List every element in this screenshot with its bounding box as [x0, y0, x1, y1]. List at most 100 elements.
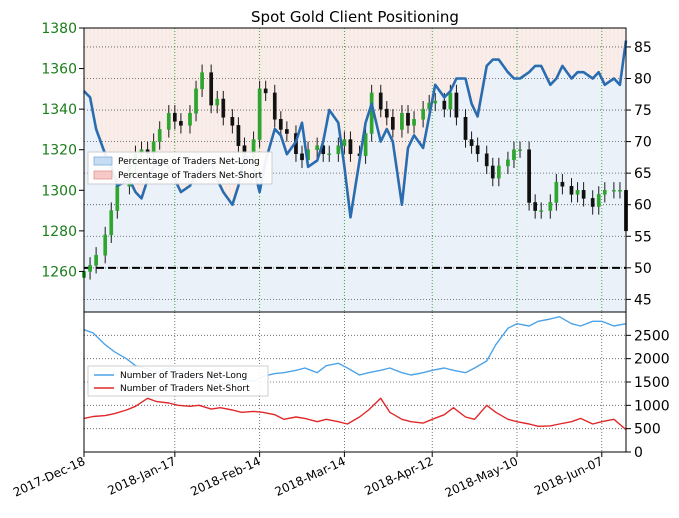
candle-body	[590, 198, 595, 207]
x-tick-label: 2018-Jan-17	[105, 454, 178, 498]
candle-body	[421, 108, 425, 120]
right-tick-label: 60	[634, 198, 652, 214]
x-tick-label: 2018-Apr-12	[362, 454, 435, 498]
candle-body	[512, 149, 516, 161]
x-tick-label: 2018-Jun-07	[532, 454, 605, 498]
candle-body	[166, 112, 171, 130]
candle-body	[172, 112, 177, 122]
candle-body	[257, 88, 262, 140]
candle-body	[94, 254, 98, 266]
left-tick-label: 1280	[41, 224, 77, 240]
legend-swatch-net-short	[93, 170, 113, 180]
right-tick-label: 55	[634, 229, 652, 245]
candle-body	[569, 185, 574, 195]
candle-body	[188, 112, 192, 126]
candle-body	[581, 190, 586, 199]
candle-body	[406, 112, 410, 126]
right-tick-label: 75	[634, 103, 652, 119]
candle-body	[602, 190, 607, 195]
candle-body	[618, 190, 622, 192]
candle-body	[336, 145, 341, 155]
legend-label-short-count: Number of Traders Net-Short	[120, 384, 250, 394]
x-tick-label: 2018-Feb-14	[188, 454, 263, 499]
right-tick-label: 70	[634, 135, 652, 151]
candle-body	[433, 100, 438, 104]
legend-label-net-long: Percentage of Traders Net-Long	[118, 157, 260, 167]
candle-body	[209, 72, 214, 106]
top-panel: 1260 1280 1300 1320 1340 1360 1380 45 50 55 60 65 7…	[41, 8, 652, 313]
candle-body	[518, 149, 522, 151]
net-short-count-line	[83, 397, 627, 431]
candle-body	[109, 210, 114, 236]
bottom-right-axis-ticks: 0 500 1000 1500 2000 2500	[626, 328, 670, 461]
bottom-right-tick-label: 0	[634, 445, 643, 461]
candle-body	[575, 190, 580, 195]
candle-body	[596, 194, 601, 207]
chart-title: Spot Gold Client Positioning	[251, 8, 459, 26]
left-tick-label: 1340	[41, 102, 77, 118]
bottom-panel: 0 500 1000 1500 2000 2500 2017-Dec-18 2018-Jan…	[11, 311, 670, 500]
candle-body	[527, 149, 531, 203]
candle-body	[342, 139, 347, 146]
candle-body	[236, 125, 241, 146]
candle-body	[554, 181, 559, 203]
right-tick-label: 45	[634, 292, 652, 308]
legend-label-long-count: Number of Traders Net-Long	[120, 371, 247, 381]
candle-body	[539, 210, 544, 212]
candle-body	[400, 112, 404, 130]
candle-body	[384, 108, 389, 118]
candle-body	[285, 129, 289, 134]
candle-body	[533, 202, 538, 211]
candle-body	[463, 117, 468, 140]
left-tick-label: 1380	[41, 21, 77, 37]
candle-body	[88, 265, 92, 272]
left-tick-label: 1360	[41, 62, 77, 78]
left-axis-ticks: 1260 1280 1300 1320 1340 1360 1380	[41, 21, 84, 280]
candle-body	[490, 165, 495, 179]
candle-body	[348, 139, 353, 155]
candle-body	[612, 190, 616, 192]
candle-body	[157, 129, 162, 142]
candle-body	[300, 153, 304, 161]
candle-body	[215, 98, 220, 106]
candle-body	[484, 153, 489, 167]
candle-body	[390, 117, 395, 130]
left-tick-label: 1260	[41, 264, 77, 280]
candle-body	[200, 72, 204, 90]
candle-body	[115, 185, 120, 211]
candle-body	[221, 98, 226, 118]
candle-body	[475, 145, 480, 155]
left-tick-label: 1300	[41, 183, 77, 199]
candle-body	[327, 153, 332, 156]
x-tick-label: 2018-Mar-14	[273, 454, 348, 499]
candle-body	[272, 92, 277, 120]
right-tick-label: 85	[634, 40, 652, 56]
net-long-area	[84, 40, 626, 312]
right-tick-label: 80	[634, 71, 652, 87]
bottom-right-tick-label: 1000	[634, 398, 670, 414]
bottom-right-tick-label: 2500	[634, 328, 670, 344]
candle-body	[442, 100, 447, 110]
x-tick-label: 2017-Dec-18	[11, 454, 87, 500]
legend-label-net-short: Percentage of Traders Net-Short	[118, 171, 263, 181]
x-tick-label: 2018-May-10	[443, 454, 521, 500]
left-tick-label: 1320	[41, 143, 77, 159]
candle-body	[378, 92, 383, 110]
candle-body	[278, 119, 283, 130]
candle-body	[412, 119, 416, 126]
top-legend: Percentage of Traders Net-Long Percentag…	[87, 151, 273, 185]
candle-body	[363, 133, 368, 157]
candle-body	[496, 165, 501, 179]
candle-body	[103, 234, 108, 256]
candle-body	[448, 92, 453, 110]
bottom-right-tick-label: 500	[634, 422, 661, 438]
x-axis-ticks: 2017-Dec-18 2018-Jan-17 2018-Feb-14 2018-Ma…	[11, 452, 605, 500]
candle-body	[263, 88, 268, 94]
bottom-legend-box	[87, 365, 269, 397]
candle-body	[194, 88, 198, 114]
candle-body	[230, 117, 235, 126]
bottom-right-tick-label: 1500	[634, 375, 670, 391]
legend-swatch-net-long	[93, 156, 113, 166]
